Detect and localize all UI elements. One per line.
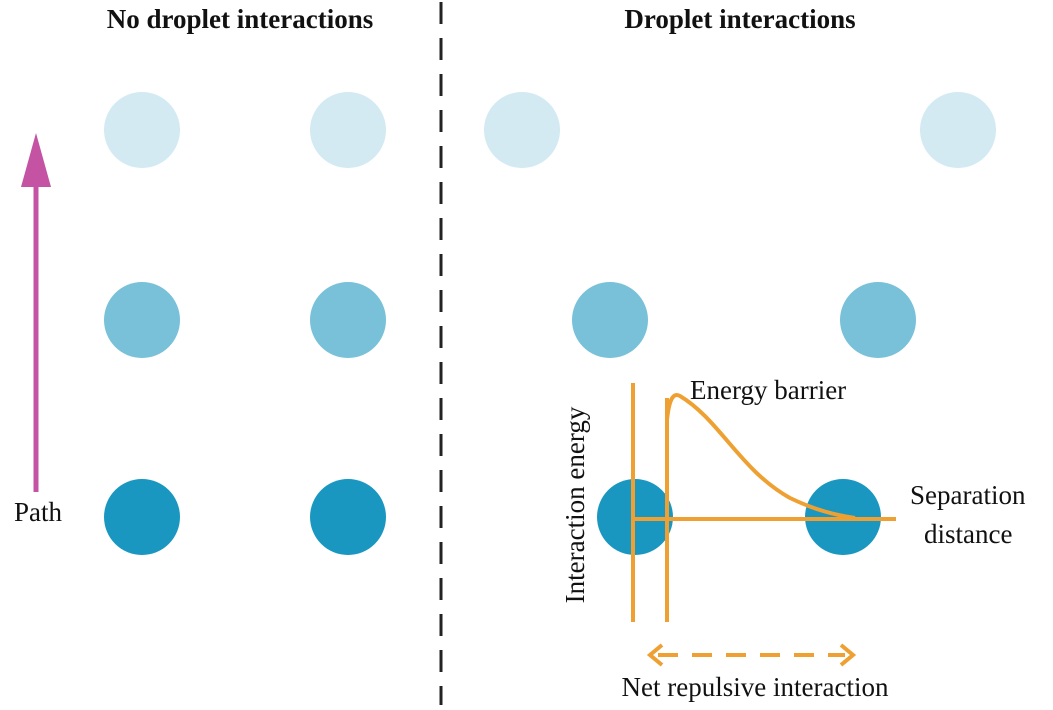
panel-title: No droplet interactions xyxy=(107,4,373,34)
y-label: Interaction energy xyxy=(560,406,590,603)
droplet xyxy=(840,282,916,358)
droplet xyxy=(572,282,648,358)
arrow-head xyxy=(21,133,51,187)
path-label: Path xyxy=(14,497,63,527)
droplets xyxy=(104,92,996,555)
energy-curve xyxy=(665,393,856,520)
droplet xyxy=(104,282,180,358)
droplet xyxy=(310,282,386,358)
droplet xyxy=(484,92,560,168)
energy-plot xyxy=(631,383,896,667)
droplet xyxy=(104,479,180,555)
arrow-head xyxy=(646,643,664,667)
droplet xyxy=(104,92,180,168)
x-label: Separation xyxy=(910,480,1026,510)
range-label: Net repulsive interaction xyxy=(622,672,889,702)
arrow-head xyxy=(839,643,857,667)
peak-label: Energy barrier xyxy=(690,375,846,405)
panel-title: Droplet interactions xyxy=(624,4,855,34)
x-label: distance xyxy=(924,519,1012,549)
droplet xyxy=(920,92,996,168)
droplet xyxy=(310,479,386,555)
droplet xyxy=(310,92,386,168)
